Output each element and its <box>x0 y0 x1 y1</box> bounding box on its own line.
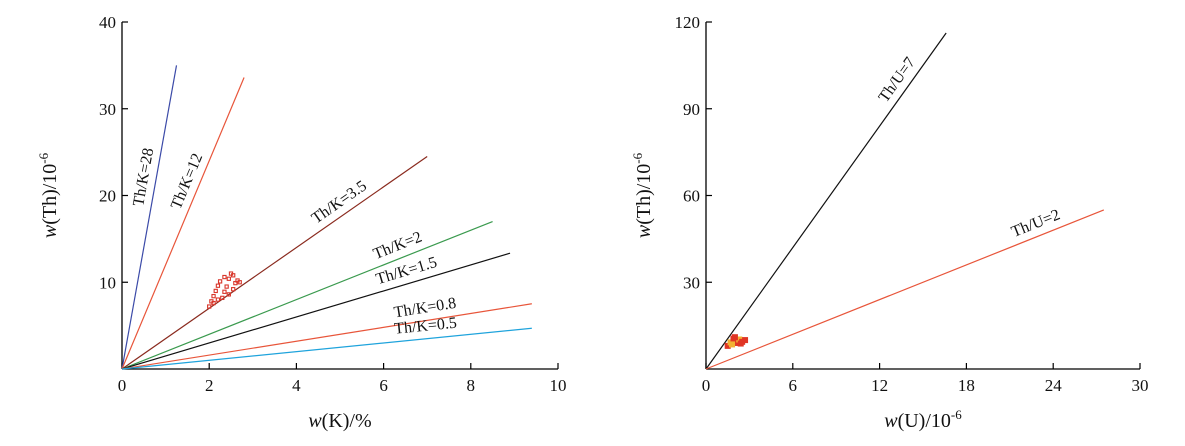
y-axis-title: w(Th)/10-6 <box>630 152 655 238</box>
x-tick-label: 30 <box>1132 376 1149 395</box>
chart-u: 0 6 12 18 24 30306090120Th/U=7Th/U=2w(U)/10-6… <box>630 13 1149 432</box>
y-tick-label: 60 <box>683 187 700 206</box>
ratio-line <box>121 77 245 370</box>
data-point <box>233 280 238 286</box>
x-tick-label: 6 <box>789 376 798 395</box>
ratio-line <box>121 220 493 370</box>
x-tick-label: 2 <box>205 376 214 395</box>
data-point <box>217 279 223 284</box>
data-point <box>224 284 229 289</box>
x-tick-label: 4 <box>292 376 301 395</box>
x-tick-label: 8 <box>467 376 476 395</box>
data-point <box>207 304 212 309</box>
y-tick-label: 90 <box>683 100 700 119</box>
x-tick-label: 12 <box>871 376 888 395</box>
data-point <box>237 280 242 285</box>
data-point <box>226 292 231 297</box>
ratio-line <box>121 65 178 370</box>
y-tick-label: 120 <box>675 13 701 32</box>
x-axis-title: w(K)/% <box>308 410 371 432</box>
data-point <box>215 297 221 302</box>
y-tick-label: 30 <box>99 100 116 119</box>
x-tick-label: 6 <box>379 376 388 395</box>
x-tick-label: 24 <box>1045 376 1063 395</box>
x-tick-label: 0 <box>118 376 127 395</box>
data-point <box>729 341 736 348</box>
data-point <box>211 293 216 299</box>
x-tick-label: 18 <box>958 376 975 395</box>
ratio-line <box>121 155 428 370</box>
x-tick-label: 10 <box>550 376 567 395</box>
ratio-line <box>705 209 1105 370</box>
data-point <box>231 287 236 292</box>
data-point <box>220 295 225 301</box>
y-axis-title: w(Th)/10-6 <box>36 152 61 238</box>
x-axis-title: w(U)/10-6 <box>884 407 962 432</box>
ratio-line-label: Th/K=0.5 <box>394 315 458 338</box>
data-point <box>226 276 231 281</box>
data-point <box>211 300 216 306</box>
data-point <box>724 342 731 349</box>
data-point <box>742 337 749 344</box>
y-tick-label: 20 <box>99 187 116 206</box>
data-point <box>231 273 236 278</box>
ratio-line <box>121 303 532 370</box>
ratio-line-label: Th/K=2 <box>371 229 424 264</box>
data-point <box>213 288 218 294</box>
y-tick-label: 10 <box>99 273 116 292</box>
ratio-line <box>705 32 947 370</box>
data-point <box>215 283 221 288</box>
ratio-line <box>121 327 532 370</box>
y-tick-label: 40 <box>99 13 116 32</box>
data-point <box>222 289 227 294</box>
data-point <box>733 339 740 346</box>
ratio-line <box>121 252 511 370</box>
data-point <box>222 274 227 280</box>
data-point <box>731 334 738 341</box>
x-tick-label: 0 <box>702 376 711 395</box>
ratio-line-label: Th/K=28 <box>130 147 157 208</box>
y-tick-label: 30 <box>683 273 700 292</box>
data-point <box>737 340 744 347</box>
ratio-line-label: Th/U=2 <box>1009 206 1062 241</box>
